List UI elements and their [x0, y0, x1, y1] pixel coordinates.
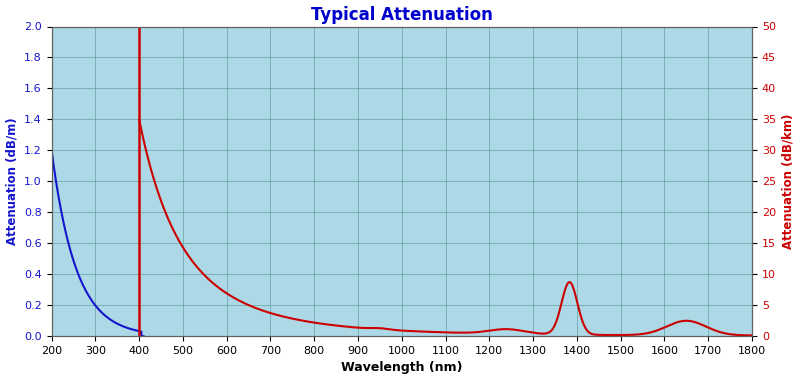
X-axis label: Wavelength (nm): Wavelength (nm) — [341, 361, 462, 374]
Y-axis label: Attenuation (dB/m): Attenuation (dB/m) — [6, 117, 18, 245]
Y-axis label: Attenuation (dB/km): Attenuation (dB/km) — [782, 114, 794, 249]
Title: Typical Attenuation: Typical Attenuation — [311, 6, 493, 24]
